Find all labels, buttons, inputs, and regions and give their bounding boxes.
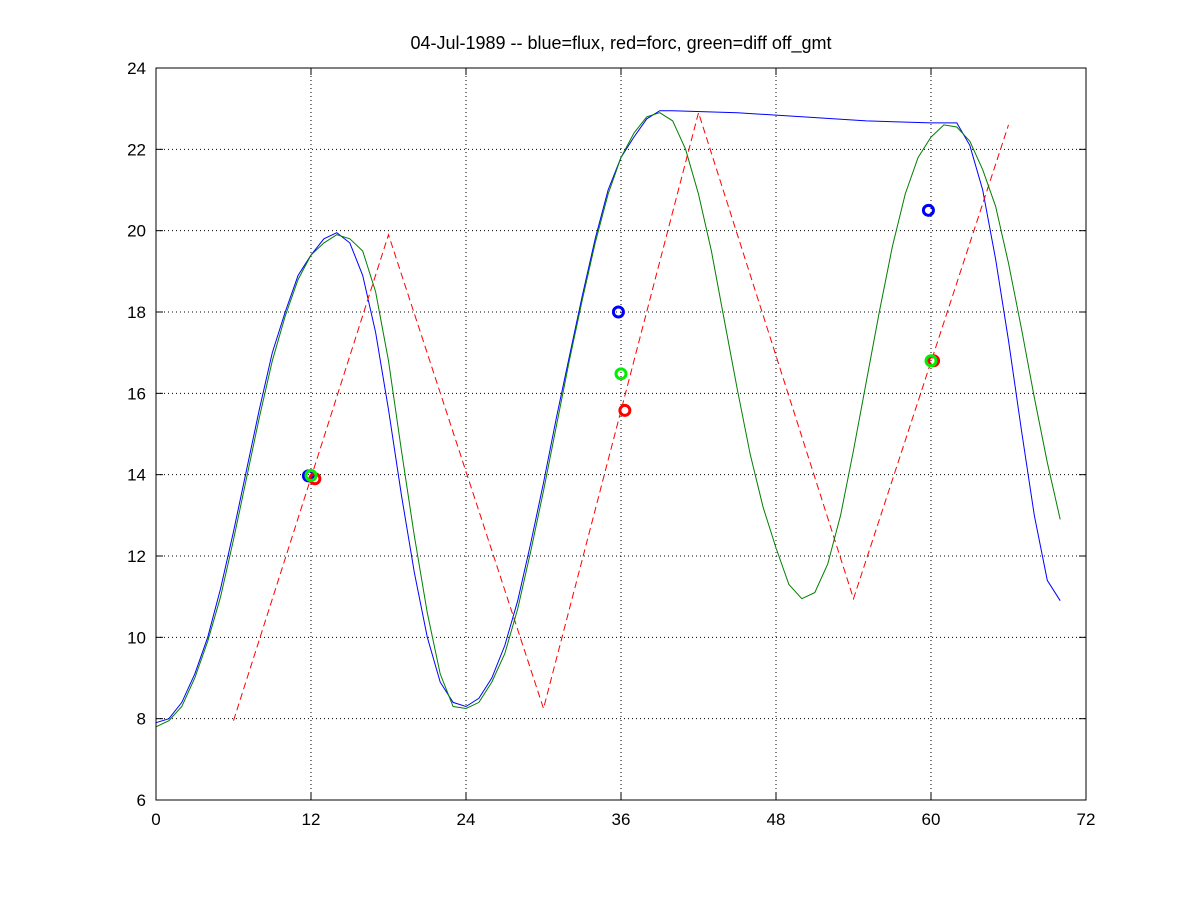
series-line-0 — [155, 110, 1061, 724]
data-marker-8 — [924, 354, 938, 368]
data-marker-4 — [618, 403, 632, 417]
data-marker-5 — [614, 367, 628, 381]
x-tick-label: 60 — [922, 810, 941, 829]
x-tick-labels: 0 12 24 36 48 60 72 — [151, 810, 1095, 829]
y-tick-label: 24 — [127, 59, 146, 78]
series-layer — [155, 110, 1061, 728]
tick-marks — [155, 67, 1087, 801]
x-tick-label: 48 — [767, 810, 786, 829]
y-tick-label: 8 — [137, 710, 146, 729]
y-tick-label: 16 — [127, 384, 146, 403]
y-tick-label: 14 — [127, 466, 146, 485]
x-tick-label: 36 — [612, 810, 631, 829]
series-line-1 — [233, 110, 1009, 721]
y-tick-label: 6 — [137, 791, 146, 810]
y-tick-label: 18 — [127, 303, 146, 322]
data-marker-3 — [611, 305, 625, 319]
y-tick-label: 20 — [127, 222, 146, 241]
y-tick-label: 12 — [127, 547, 146, 566]
x-tick-label: 12 — [302, 810, 321, 829]
y-tick-label: 10 — [127, 628, 146, 647]
plot-area — [156, 68, 1086, 800]
data-marker-2 — [304, 468, 318, 482]
data-marker-6 — [921, 203, 935, 217]
series-line-2 — [155, 112, 1061, 728]
x-tick-label: 0 — [151, 810, 160, 829]
y-tick-labels: 6 8 10 12 14 16 18 20 22 24 — [127, 59, 146, 810]
x-tick-label: 72 — [1077, 810, 1096, 829]
x-tick-label: 24 — [457, 810, 476, 829]
y-tick-label: 22 — [127, 140, 146, 159]
marker-layer — [301, 203, 941, 486]
grid-lines — [156, 68, 1086, 800]
chart-title: 04-Jul-1989 -- blue=flux, red=forc, gree… — [410, 33, 832, 53]
